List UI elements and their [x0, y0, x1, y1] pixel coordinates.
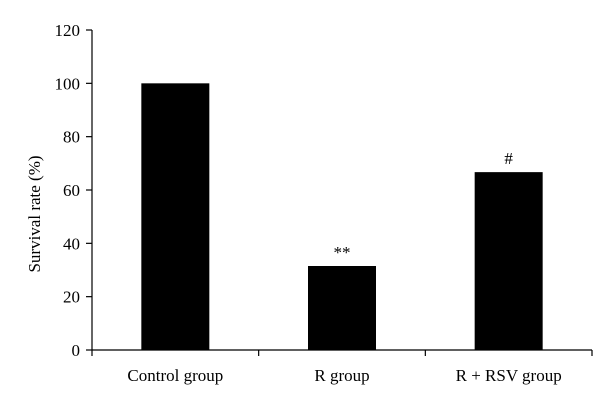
y-axis-label: Survival rate (%) — [25, 155, 44, 272]
x-axis: Control group R group R + RSV group — [91, 349, 593, 385]
y-tick-label-0: 0 — [72, 341, 81, 360]
x-tick-label-control-group: Control group — [127, 366, 223, 385]
bar-r-rsv-group — [474, 172, 543, 350]
y-tick-label-80: 80 — [63, 128, 80, 147]
significance-marker-r-rsv-group: # — [504, 149, 513, 168]
y-tick-label-20: 20 — [63, 288, 80, 307]
bar-control-group — [141, 83, 210, 350]
significance-marker-r-group: ** — [334, 243, 351, 262]
y-tick-label-120: 120 — [55, 21, 81, 40]
y-tick-label-40: 40 — [63, 234, 80, 253]
x-tick-label-r-group: R group — [314, 366, 369, 385]
y-tick-label-60: 60 — [63, 181, 80, 200]
bar-r-group — [308, 266, 376, 350]
bars — [141, 83, 543, 350]
y-tick-label-100: 100 — [55, 74, 81, 93]
labels: ** # — [334, 149, 514, 262]
x-tick-label-r-rsv-group: R + RSV group — [456, 366, 562, 385]
y-axis: 0 20 40 60 80 100 120 — [55, 21, 93, 360]
